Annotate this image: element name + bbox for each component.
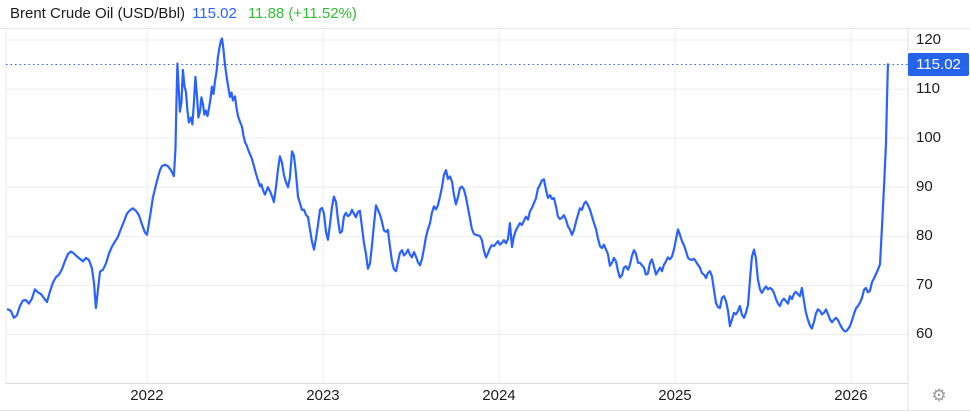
x-tick-label: 2024 <box>482 387 516 404</box>
price-line <box>6 37 890 333</box>
y-tick-label: 70 <box>916 276 933 294</box>
y-tick-label: 100 <box>916 129 942 147</box>
settings-gear-icon[interactable]: ⚙ <box>931 386 947 406</box>
y-tick-label: 110 <box>916 80 940 98</box>
price-change-value: 11.88 (+11.52%) <box>247 5 357 22</box>
chart-header: Brent Crude Oil (USD/Bbl) 115.02 11.88 (… <box>0 0 970 28</box>
last-price-badge: 115.02 <box>908 52 969 76</box>
y-tick-label: 120 <box>916 31 942 48</box>
x-tick-label: 2026 <box>834 387 868 404</box>
x-tick-label: 2025 <box>658 387 692 404</box>
y-tick-label: 60 <box>916 325 933 343</box>
x-tick-label: 2023 <box>306 387 340 404</box>
y-tick-label: 80 <box>916 227 933 245</box>
last-price-value: 115.02 <box>192 5 237 22</box>
chart-title: Brent Crude Oil (USD/Bbl) <box>10 5 186 22</box>
y-tick-label: 90 <box>916 178 933 196</box>
x-tick-label: 2022 <box>130 387 164 404</box>
